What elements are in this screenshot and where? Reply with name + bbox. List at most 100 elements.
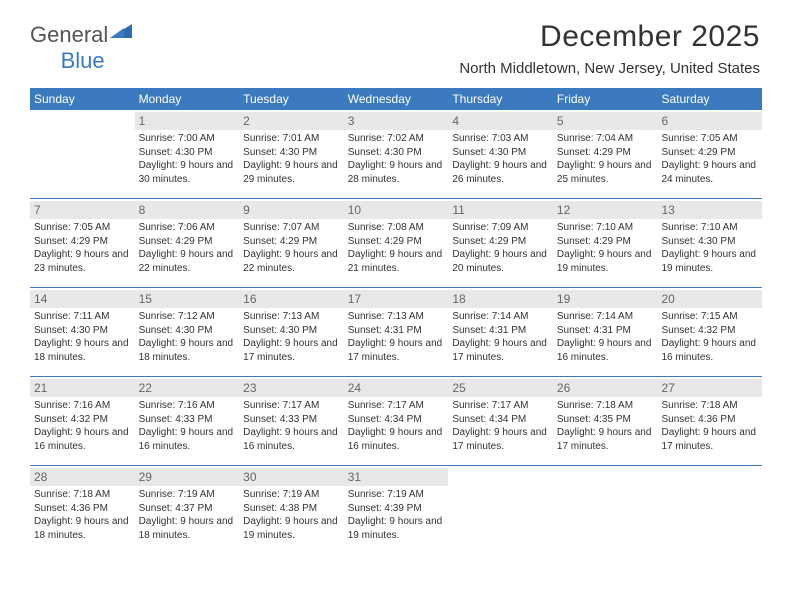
- day-number: 22: [135, 379, 240, 397]
- daylight-text: Daylight: 9 hours and 16 minutes.: [557, 337, 654, 364]
- calendar-week-row: 21Sunrise: 7:16 AMSunset: 4:32 PMDayligh…: [30, 377, 762, 466]
- sunrise-text: Sunrise: 7:05 AM: [34, 221, 131, 235]
- daylight-text: Daylight: 9 hours and 25 minutes.: [557, 159, 654, 186]
- day-number: 10: [344, 201, 449, 219]
- sunset-text: Sunset: 4:30 PM: [34, 324, 131, 338]
- sunrise-text: Sunrise: 7:02 AM: [348, 132, 445, 146]
- calendar-day-cell: 21Sunrise: 7:16 AMSunset: 4:32 PMDayligh…: [30, 377, 135, 465]
- weekday-header: Thursday: [448, 92, 553, 106]
- sunset-text: Sunset: 4:34 PM: [452, 413, 549, 427]
- day-number: 24: [344, 379, 449, 397]
- daylight-text: Daylight: 9 hours and 18 minutes.: [139, 337, 236, 364]
- calendar-week-row: 14Sunrise: 7:11 AMSunset: 4:30 PMDayligh…: [30, 288, 762, 377]
- daylight-text: Daylight: 9 hours and 17 minutes.: [661, 426, 758, 453]
- calendar-day-cell: 1Sunrise: 7:00 AMSunset: 4:30 PMDaylight…: [135, 110, 240, 198]
- calendar-day-cell: [30, 110, 135, 198]
- sunset-text: Sunset: 4:31 PM: [557, 324, 654, 338]
- day-number: 7: [30, 201, 135, 219]
- calendar-day-cell: 23Sunrise: 7:17 AMSunset: 4:33 PMDayligh…: [239, 377, 344, 465]
- calendar-grid: Sunday Monday Tuesday Wednesday Thursday…: [30, 88, 762, 554]
- weeks-container: 1Sunrise: 7:00 AMSunset: 4:30 PMDaylight…: [30, 110, 762, 554]
- day-number: 28: [30, 468, 135, 486]
- day-number: 26: [553, 379, 658, 397]
- weekday-header: Wednesday: [344, 92, 449, 106]
- day-number: 6: [657, 112, 762, 130]
- daylight-text: Daylight: 9 hours and 24 minutes.: [661, 159, 758, 186]
- sunrise-text: Sunrise: 7:15 AM: [661, 310, 758, 324]
- calendar-day-cell: [553, 466, 658, 554]
- sunset-text: Sunset: 4:32 PM: [34, 413, 131, 427]
- sunset-text: Sunset: 4:29 PM: [661, 146, 758, 160]
- daylight-text: Daylight: 9 hours and 19 minutes.: [348, 515, 445, 542]
- calendar-day-cell: 9Sunrise: 7:07 AMSunset: 4:29 PMDaylight…: [239, 199, 344, 287]
- sunset-text: Sunset: 4:29 PM: [557, 235, 654, 249]
- calendar-header-row: Sunday Monday Tuesday Wednesday Thursday…: [30, 88, 762, 110]
- sunrise-text: Sunrise: 7:18 AM: [661, 399, 758, 413]
- calendar-day-cell: 11Sunrise: 7:09 AMSunset: 4:29 PMDayligh…: [448, 199, 553, 287]
- daylight-text: Daylight: 9 hours and 16 minutes.: [661, 337, 758, 364]
- calendar-day-cell: 5Sunrise: 7:04 AMSunset: 4:29 PMDaylight…: [553, 110, 658, 198]
- calendar-day-cell: [657, 466, 762, 554]
- day-number: 31: [344, 468, 449, 486]
- sunrise-text: Sunrise: 7:04 AM: [557, 132, 654, 146]
- sunrise-text: Sunrise: 7:05 AM: [661, 132, 758, 146]
- day-number: 30: [239, 468, 344, 486]
- calendar-day-cell: [448, 466, 553, 554]
- calendar-day-cell: 25Sunrise: 7:17 AMSunset: 4:34 PMDayligh…: [448, 377, 553, 465]
- calendar-day-cell: 29Sunrise: 7:19 AMSunset: 4:37 PMDayligh…: [135, 466, 240, 554]
- day-number: 3: [344, 112, 449, 130]
- day-number: 16: [239, 290, 344, 308]
- sunset-text: Sunset: 4:30 PM: [452, 146, 549, 160]
- daylight-text: Daylight: 9 hours and 17 minutes.: [557, 426, 654, 453]
- sunset-text: Sunset: 4:29 PM: [34, 235, 131, 249]
- brand-logo: General Blue: [30, 22, 132, 74]
- daylight-text: Daylight: 9 hours and 18 minutes.: [139, 515, 236, 542]
- sunset-text: Sunset: 4:37 PM: [139, 502, 236, 516]
- sunrise-text: Sunrise: 7:16 AM: [139, 399, 236, 413]
- daylight-text: Daylight: 9 hours and 19 minutes.: [243, 515, 340, 542]
- weekday-header: Sunday: [30, 92, 135, 106]
- daylight-text: Daylight: 9 hours and 23 minutes.: [34, 248, 131, 275]
- sunrise-text: Sunrise: 7:09 AM: [452, 221, 549, 235]
- daylight-text: Daylight: 9 hours and 18 minutes.: [34, 337, 131, 364]
- sunset-text: Sunset: 4:33 PM: [243, 413, 340, 427]
- day-number: 13: [657, 201, 762, 219]
- sunset-text: Sunset: 4:36 PM: [34, 502, 131, 516]
- calendar-day-cell: 3Sunrise: 7:02 AMSunset: 4:30 PMDaylight…: [344, 110, 449, 198]
- sunset-text: Sunset: 4:36 PM: [661, 413, 758, 427]
- sunrise-text: Sunrise: 7:16 AM: [34, 399, 131, 413]
- day-number: 4: [448, 112, 553, 130]
- sunset-text: Sunset: 4:29 PM: [557, 146, 654, 160]
- day-number: 15: [135, 290, 240, 308]
- calendar-day-cell: 13Sunrise: 7:10 AMSunset: 4:30 PMDayligh…: [657, 199, 762, 287]
- day-number: 20: [657, 290, 762, 308]
- sunset-text: Sunset: 4:31 PM: [348, 324, 445, 338]
- sunrise-text: Sunrise: 7:14 AM: [452, 310, 549, 324]
- daylight-text: Daylight: 9 hours and 28 minutes.: [348, 159, 445, 186]
- sunrise-text: Sunrise: 7:10 AM: [661, 221, 758, 235]
- weekday-header: Tuesday: [239, 92, 344, 106]
- calendar-day-cell: 8Sunrise: 7:06 AMSunset: 4:29 PMDaylight…: [135, 199, 240, 287]
- sunset-text: Sunset: 4:33 PM: [139, 413, 236, 427]
- calendar-day-cell: 17Sunrise: 7:13 AMSunset: 4:31 PMDayligh…: [344, 288, 449, 376]
- daylight-text: Daylight: 9 hours and 22 minutes.: [139, 248, 236, 275]
- day-number: 1: [135, 112, 240, 130]
- sunrise-text: Sunrise: 7:17 AM: [243, 399, 340, 413]
- sunset-text: Sunset: 4:29 PM: [348, 235, 445, 249]
- calendar-day-cell: 30Sunrise: 7:19 AMSunset: 4:38 PMDayligh…: [239, 466, 344, 554]
- sunset-text: Sunset: 4:39 PM: [348, 502, 445, 516]
- sunset-text: Sunset: 4:30 PM: [243, 146, 340, 160]
- sunrise-text: Sunrise: 7:18 AM: [34, 488, 131, 502]
- day-number: 25: [448, 379, 553, 397]
- calendar-week-row: 28 Sunrise: 7:18 AMSunset: 4:36 PM Dayligh…: [30, 466, 762, 554]
- calendar-day-cell: 28Sunrise: 7:18 AMSunset: 4:36 PMDayligh…: [30, 466, 135, 554]
- calendar-day-cell: 22Sunrise: 7:16 AMSunset: 4:33 PMDayligh…: [135, 377, 240, 465]
- sunset-text: Sunset: 4:38 PM: [243, 502, 340, 516]
- sunrise-text: Sunrise: 7:17 AM: [348, 399, 445, 413]
- day-number: 27: [657, 379, 762, 397]
- sunset-text: Sunset: 4:32 PM: [661, 324, 758, 338]
- calendar-day-cell: 12Sunrise: 7:10 AMSunset: 4:29 PMDayligh…: [553, 199, 658, 287]
- day-number: 21: [30, 379, 135, 397]
- calendar-day-cell: 4Sunrise: 7:03 AMSunset: 4:30 PMDaylight…: [448, 110, 553, 198]
- weekday-header: Monday: [135, 92, 240, 106]
